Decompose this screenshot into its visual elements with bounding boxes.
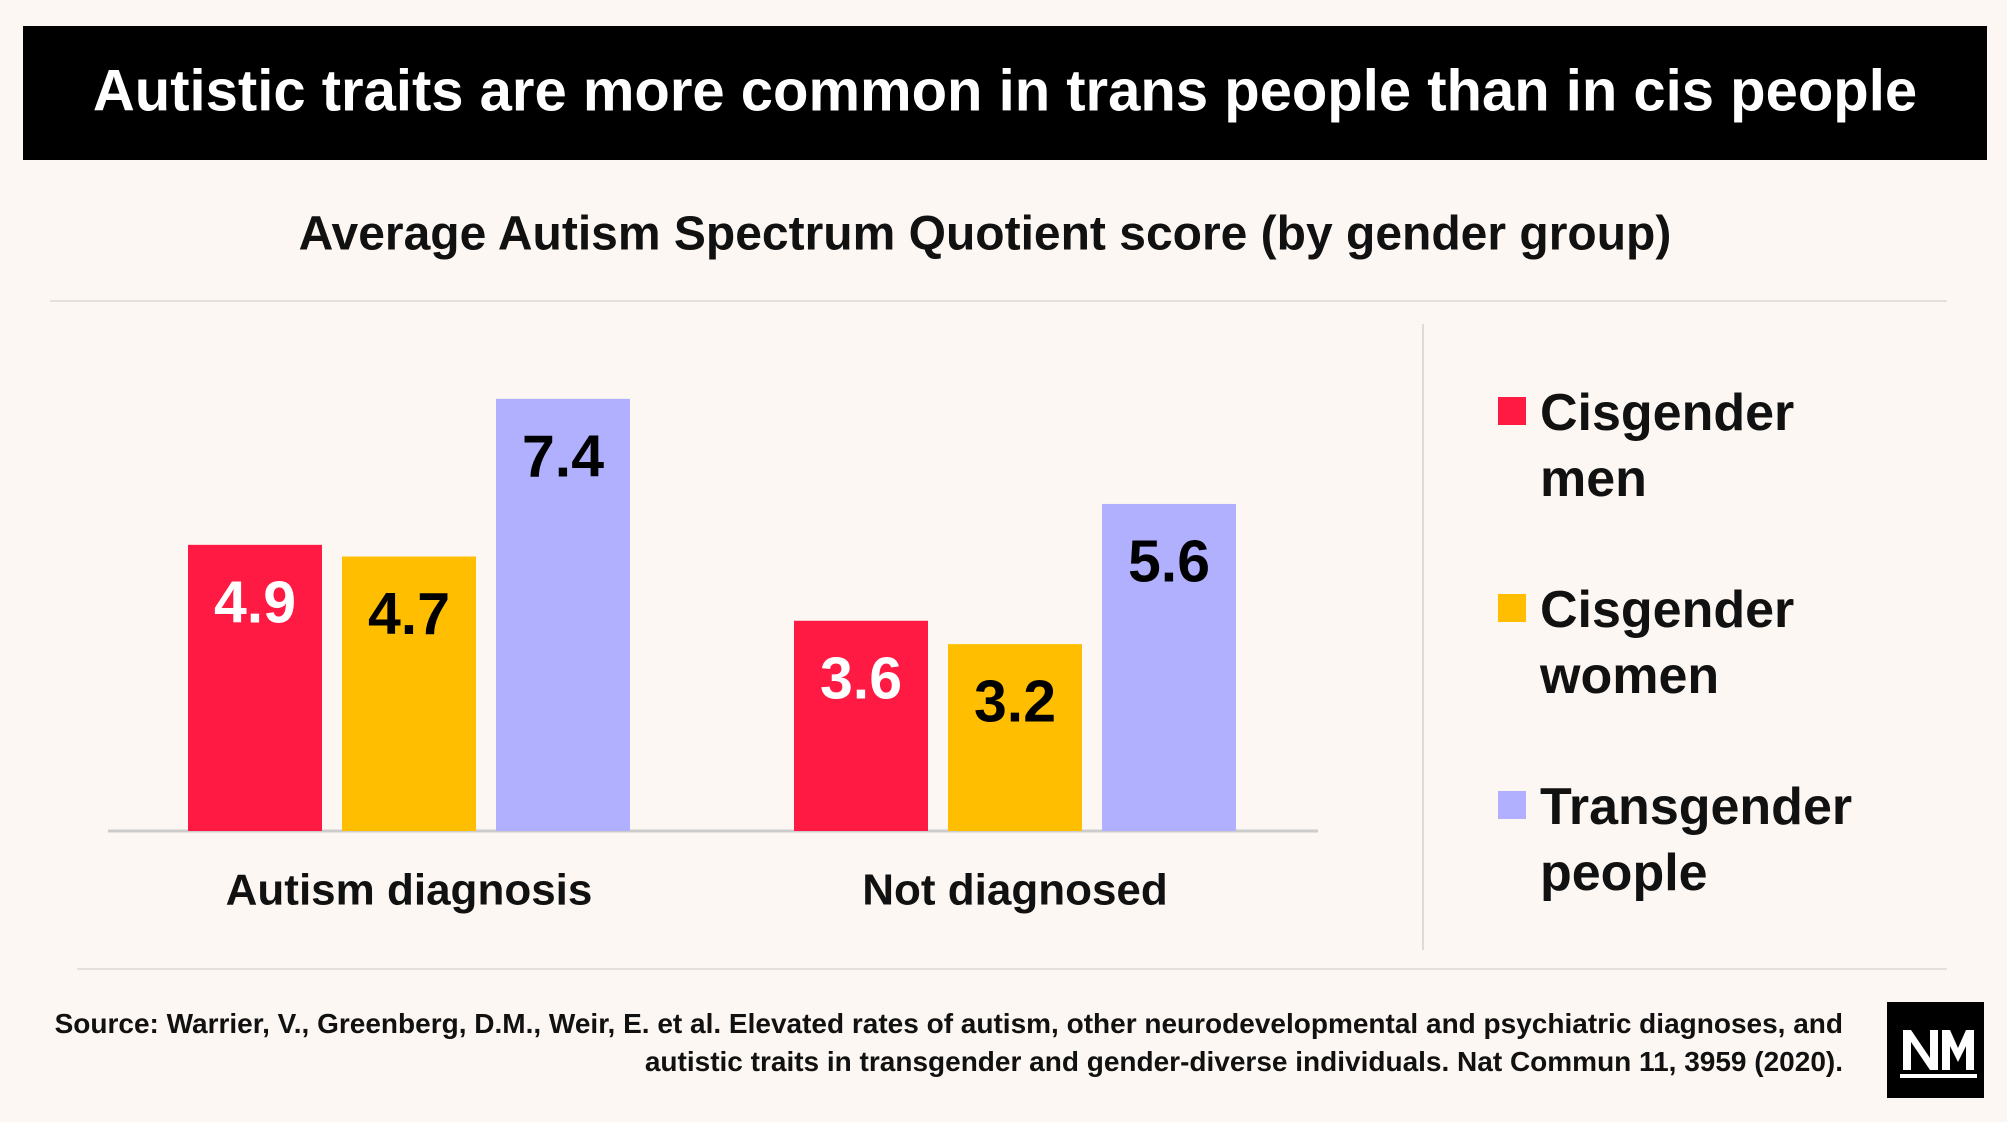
- x-tick-label: Not diagnosed: [862, 866, 1168, 915]
- legend-label: Cisgender women: [1540, 581, 1795, 705]
- legend-swatch: [1498, 397, 1526, 425]
- title-bar: [23, 26, 1987, 160]
- value-label: 7.4: [522, 423, 604, 489]
- legend-label: Cisgender men: [1540, 384, 1795, 508]
- bar: [342, 556, 476, 831]
- bar: [794, 620, 928, 831]
- value-label: 5.6: [1128, 529, 1210, 595]
- value-label: 3.6: [820, 645, 902, 711]
- value-label: 4.9: [214, 569, 296, 635]
- bar: [188, 544, 322, 831]
- chart-subtitle: Average Autism Spectrum Quotient score (…: [299, 208, 1672, 261]
- value-label: 3.2: [974, 669, 1056, 735]
- legend-swatch: [1498, 791, 1526, 819]
- bar: [496, 398, 630, 831]
- logo: [1887, 1002, 1984, 1098]
- bar: [948, 644, 1082, 831]
- value-label: 4.7: [368, 581, 450, 647]
- legend-swatch: [1498, 594, 1526, 622]
- bar: [1102, 503, 1236, 831]
- chart-title: Autistic traits are more common in trans…: [93, 58, 1917, 123]
- source-note: Source: Warrier, V., Greenberg, D.M., We…: [54, 1008, 1843, 1077]
- legend-label: Transgender people: [1540, 778, 1853, 902]
- x-tick-label: Autism diagnosis: [226, 866, 593, 915]
